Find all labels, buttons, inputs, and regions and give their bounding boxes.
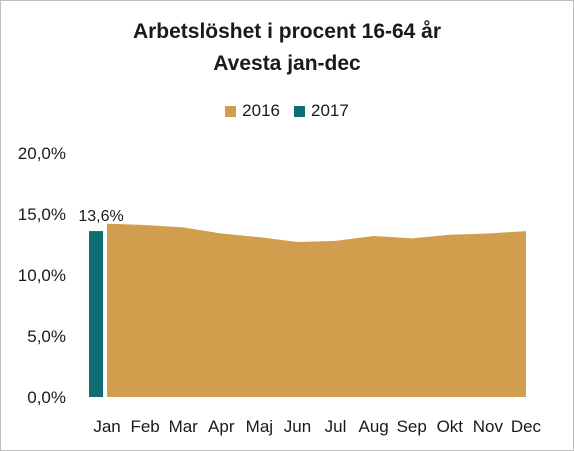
legend-item-2017: 2017 xyxy=(294,101,349,121)
legend-item-2016: 2016 xyxy=(225,101,280,121)
chart-title: Arbetslöshet i procent 16-64 år xyxy=(132,20,442,43)
y-tick-label: 10,0% xyxy=(18,266,66,285)
y-tick-label: 0,0% xyxy=(27,388,66,407)
chart-series xyxy=(89,223,526,397)
x-tick-label: Apr xyxy=(208,417,235,436)
x-tick-label: Jul xyxy=(325,417,347,436)
x-tick-label: Jun xyxy=(284,417,311,436)
x-tick-label: Aug xyxy=(359,417,389,436)
x-tick-label: Okt xyxy=(437,417,464,436)
x-tick-label: Sep xyxy=(397,417,427,436)
y-tick-label: 20,0% xyxy=(18,144,66,163)
chart-data-labels: 13,6% xyxy=(78,208,123,225)
x-tick-label: Dec xyxy=(511,417,542,436)
y-axis: 0,0% 5,0% 10,0% 15,0% 20,0% xyxy=(18,144,66,407)
y-tick-label: 15,0% xyxy=(18,205,66,224)
chart-subtitle: Avesta jan-dec xyxy=(213,52,361,75)
bar-2017-jan xyxy=(89,231,104,397)
x-axis: Jan Feb Mar Apr Maj Jun Jul Aug Sep Okt Nov Dec xyxy=(93,417,541,436)
x-tick-label: Mar xyxy=(169,417,199,436)
x-tick-label: Feb xyxy=(130,417,159,436)
legend-swatch-2016 xyxy=(225,105,237,117)
x-tick-label: Nov xyxy=(473,417,504,436)
x-tick-label: Maj xyxy=(246,417,273,436)
area-series-2016 xyxy=(107,223,526,397)
y-tick-label: 5,0% xyxy=(27,327,66,346)
data-label-2017-jan: 13,6% xyxy=(78,208,123,225)
legend-swatch-2017 xyxy=(294,105,305,117)
chart-legend: 2016 2017 xyxy=(0,101,574,121)
x-tick-label: Jan xyxy=(93,417,120,436)
legend-label-2016: 2016 xyxy=(242,101,280,120)
legend-label-2017: 2017 xyxy=(311,101,349,120)
